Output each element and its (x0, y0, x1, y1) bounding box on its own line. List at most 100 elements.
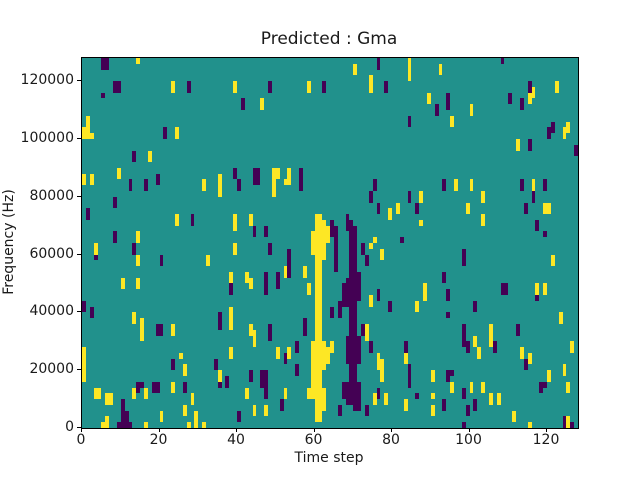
heatmap-cell-purple (361, 243, 365, 255)
heatmap-cell-purple (295, 341, 299, 353)
heatmap-cell-purple (357, 381, 361, 400)
y-tick-mark (77, 369, 81, 371)
heatmap-cell-purple (349, 219, 354, 405)
heatmap-cell-purple (295, 364, 299, 376)
heatmap-cell-yellow (543, 283, 547, 296)
x-tick-label: 0 (76, 432, 86, 448)
heatmap-cell-yellow (248, 277, 253, 290)
heatmap-cell-yellow (190, 393, 195, 405)
x-axis-label: Time step (294, 450, 364, 466)
heatmap-cell-yellow (368, 295, 373, 307)
heatmap-cell-yellow (283, 266, 288, 278)
heatmap-cell-purple (136, 381, 141, 394)
heatmap-cell-yellow (527, 92, 532, 105)
heatmap-cell-purple (364, 254, 369, 267)
heatmap-cell-purple (113, 196, 117, 209)
heatmap-cell-purple (132, 150, 137, 163)
x-tick-label: 40 (227, 432, 245, 448)
heatmap-cell-purple (341, 283, 346, 307)
heatmap-cell-purple (388, 300, 392, 313)
heatmap-cell-purple (345, 214, 350, 232)
heatmap-cell-yellow (566, 121, 571, 134)
heatmap-cell-yellow (283, 387, 288, 400)
heatmap-cell-purple (376, 58, 381, 70)
heatmap-cell-yellow (426, 92, 431, 105)
heatmap-cell-purple (113, 231, 117, 243)
heatmap-cell-yellow (376, 352, 381, 371)
heatmap-cell-yellow (287, 167, 292, 186)
y-tick-label: 0 (65, 419, 74, 435)
heatmap-cell-yellow (144, 422, 148, 428)
heatmap-cell-purple (287, 248, 292, 278)
heatmap-cell-yellow (271, 167, 276, 197)
heatmap-cell-purple (562, 416, 567, 428)
heatmap-cell-yellow (171, 323, 175, 336)
heatmap-cell-yellow (109, 393, 113, 405)
heatmap-cell-yellow (318, 214, 323, 423)
heatmap-cell-purple (155, 173, 160, 186)
heatmap-cell-purple (543, 179, 547, 191)
heatmap-cell-yellow (93, 243, 98, 255)
heatmap-cell-yellow (326, 225, 330, 243)
heatmap-cell-yellow (306, 283, 311, 296)
heatmap-cell-purple (229, 283, 234, 296)
x-tick-mark (313, 428, 315, 432)
heatmap-cell-yellow (302, 266, 307, 278)
heatmap-cell-purple (500, 283, 505, 296)
heatmap-cell-yellow (419, 190, 423, 203)
heatmap-cell-purple (519, 179, 524, 191)
heatmap-cell-yellow (531, 86, 536, 99)
heatmap-cell-yellow (407, 58, 412, 82)
heatmap-cell-yellow (419, 219, 423, 226)
heatmap-cell-purple (461, 323, 466, 348)
heatmap-cell-purple (337, 300, 342, 319)
heatmap-cell-yellow (423, 283, 427, 301)
heatmap-cell-purple (333, 225, 338, 272)
heatmap-cell-purple (330, 306, 334, 319)
heatmap-cell-purple (492, 341, 497, 353)
heatmap-cell-yellow (171, 81, 175, 93)
heatmap-cell-purple (376, 202, 381, 215)
heatmap-cell-purple (357, 335, 361, 365)
heatmap-cell-purple (368, 341, 373, 353)
heatmap-cell-yellow (403, 399, 408, 411)
heatmap-cell-yellow (512, 410, 516, 423)
heatmap-cell-purple (237, 410, 241, 423)
heatmap-cell-purple (341, 381, 346, 400)
heatmap-cell-yellow (496, 393, 501, 405)
heatmap-cell-yellow (206, 254, 210, 267)
heatmap-cell-purple (217, 312, 222, 324)
heatmap-cell-purple (144, 179, 148, 191)
chart-title: Predicted : Gma (260, 29, 398, 49)
heatmap-cell-purple (535, 295, 540, 301)
heatmap-cell-yellow (438, 63, 443, 76)
heatmap-cell-yellow (252, 404, 257, 417)
heatmap-cell-purple (345, 381, 350, 405)
heatmap-cell-purple (252, 167, 257, 186)
heatmap-cell-yellow (229, 318, 234, 330)
heatmap-cell-yellow (264, 404, 268, 417)
x-tick-label: 120 (532, 432, 560, 448)
heatmap-cell-yellow (89, 173, 94, 186)
heatmap-cell-purple (217, 323, 222, 330)
heatmap-cell-purple (233, 167, 237, 180)
heatmap-cell-yellow (202, 422, 206, 428)
heatmap-cell-yellow (186, 422, 191, 428)
heatmap-cell-purple (213, 358, 218, 371)
x-tick-label: 20 (149, 432, 168, 448)
x-tick-mark (236, 428, 237, 432)
heatmap-cell-yellow (217, 173, 222, 197)
heatmap-cell-yellow (547, 370, 551, 382)
heatmap-cell-yellow (527, 352, 532, 365)
heatmap-cell-yellow (469, 104, 474, 116)
heatmap-cell-purple (105, 58, 110, 70)
heatmap-cell-purple (446, 312, 451, 319)
heatmap-cell-purple (217, 381, 222, 388)
heatmap-cell-yellow (105, 416, 110, 428)
heatmap-cell-purple (283, 352, 288, 365)
heatmap-cell-purple (330, 219, 334, 238)
heatmap-cell-purple (523, 202, 528, 215)
heatmap-cell-purple (376, 289, 381, 301)
heatmap-cell-purple (248, 370, 253, 382)
heatmap-cell-yellow (93, 387, 98, 400)
